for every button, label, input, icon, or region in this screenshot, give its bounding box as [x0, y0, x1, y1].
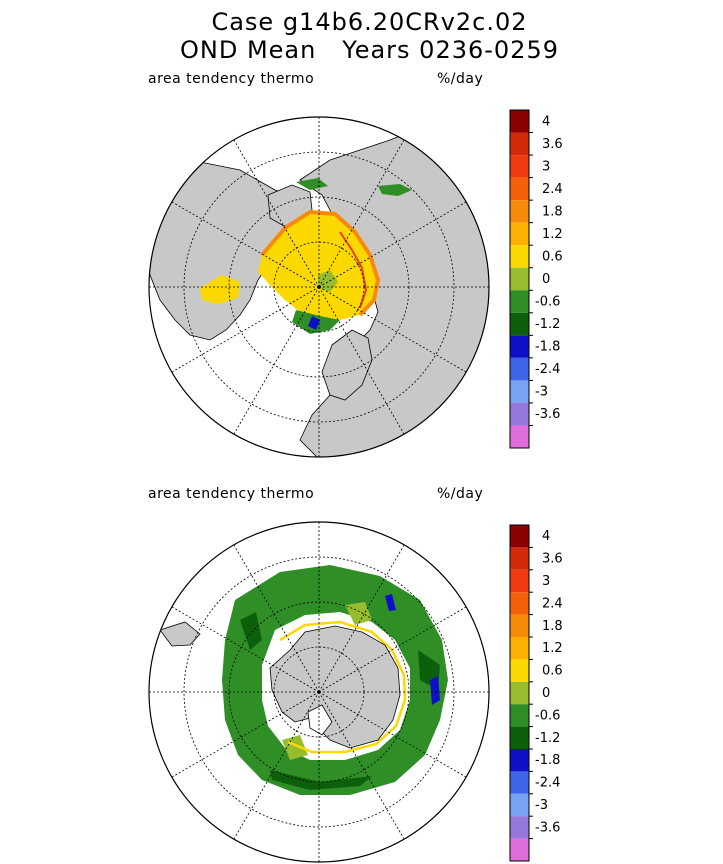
colorbar-south-tick-label: -3.6 [535, 820, 560, 835]
colorbar-north-tick-label: -1.2 [535, 317, 560, 332]
colorbar-south-swatch [510, 614, 529, 637]
south-polar-map [148, 521, 490, 863]
south-map-border [148, 521, 490, 863]
colorbar-north: 4 3.6 3 2.4 1.8 1.2 0.6 0 -0.6 -1.2 -1.8 -2.4 -3 -3.6 [509, 109, 563, 449]
colorbar-south-swatch [510, 592, 529, 615]
colorbar-north-tick-label: 0.6 [542, 249, 563, 264]
colorbar-north-swatch [510, 245, 529, 268]
north-field-positive-hudson [200, 275, 240, 304]
south-field-blue-2 [385, 594, 396, 611]
colorbar-north-tick-label: 3 [542, 159, 550, 174]
colorbar-north-swatch [510, 402, 529, 426]
colorbar-north-swatch [510, 200, 529, 223]
colorbar-south-swatch [510, 547, 529, 570]
north-polar-map [148, 116, 490, 458]
colorbar-south-tick-label: 4 [542, 529, 550, 544]
panel-south-units-label: %/day [437, 486, 484, 502]
colorbar-north-swatch [510, 425, 529, 448]
south-field-darkgreen-band-3 [270, 770, 372, 790]
colorbar-south-swatch [510, 838, 529, 861]
colorbar-south-swatch [510, 793, 529, 817]
colorbar-south-swatch [510, 771, 529, 794]
south-land-antarctica [269, 625, 401, 749]
colorbar-north-swatch [510, 222, 529, 246]
colorbar-south-tick-label: 0.6 [542, 664, 563, 679]
colorbar-south-tick-label: 3.6 [542, 552, 563, 567]
colorbar-south-tick-label: 1.8 [542, 619, 563, 634]
colorbar-north-tick-label: 2.4 [542, 182, 563, 197]
colorbar-north-tick-label: -1.8 [535, 340, 560, 355]
colorbar-south-swatch [510, 569, 529, 593]
colorbar-north-swatch [510, 267, 529, 291]
colorbar-north-swatch [510, 380, 529, 403]
north-field-positive-main [258, 212, 378, 320]
panel-north-variable-label: area tendency thermo [148, 71, 315, 87]
figure-title-period: OND Mean Years 0236-0259 [180, 36, 559, 64]
colorbar-south-swatch [510, 749, 529, 772]
colorbar-north-swatch [510, 290, 529, 313]
colorbar-south-swatch [510, 525, 529, 548]
colorbar-south-tick-label: 1.2 [542, 641, 563, 656]
colorbar-north-tick-label: 1.8 [542, 204, 563, 219]
colorbar-south-tick-label: -1.8 [535, 753, 560, 768]
north-field-green-chukchi [296, 178, 328, 190]
colorbar-south-swatch [510, 704, 529, 727]
colorbar-south-tick-label: -1.2 [535, 731, 560, 746]
north-field-red-edge [339, 231, 368, 309]
north-field-green-siberia [378, 184, 412, 196]
colorbar-south-swatch [510, 726, 529, 749]
south-ice-shelf [307, 704, 333, 736]
colorbar-north-tick-label: 4 [542, 114, 550, 129]
north-land-europe [321, 329, 373, 401]
colorbar-south-swatch [510, 816, 529, 839]
colorbar-north-swatch [510, 177, 529, 201]
colorbar-south-tick-label: -2.4 [535, 776, 560, 791]
colorbar-south: 4 3.6 3 2.4 1.8 1.2 0.6 0 -0.6 -1.2 -1.8 -2.4 -3 -3.6 [509, 524, 563, 862]
colorbar-south-tick-label: -3 [535, 798, 548, 813]
south-graticule [149, 522, 489, 862]
north-map-content [149, 117, 489, 457]
colorbar-north-swatch [510, 335, 529, 358]
colorbar-north-swatch [510, 155, 529, 178]
colorbar-north-swatch [510, 132, 529, 156]
north-field-orange-rim [260, 209, 381, 317]
colorbar-south-tick-label: 0 [542, 686, 550, 701]
colorbar-north-tick-label: -3.6 [535, 407, 560, 422]
panel-south-variable-label: area tendency thermo [148, 486, 315, 502]
colorbar-north-swatch [510, 357, 529, 381]
colorbar-north-swatch [510, 110, 529, 133]
colorbar-north-tick-label: 1.2 [542, 227, 563, 242]
south-land-south-america [159, 621, 201, 647]
south-map-content [149, 522, 489, 862]
colorbar-north-tick-label: -2.4 [535, 362, 560, 377]
colorbar-south-tick-label: 3 [542, 574, 550, 589]
colorbar-south-tick-label: 2.4 [542, 596, 563, 611]
north-graticule [149, 117, 489, 457]
colorbar-north-tick-label: 3.6 [542, 137, 563, 152]
figure-title-case: Case g14b6.20CRv2c.02 [211, 8, 528, 36]
colorbar-south-swatch [510, 681, 529, 705]
north-field-lightgreen-patch [318, 270, 338, 292]
south-field-darkgreen-band-1 [240, 612, 262, 650]
panel-north-units-label: %/day [437, 71, 484, 87]
south-field-blue-1 [430, 676, 440, 705]
colorbar-south-border [509, 524, 530, 862]
north-map-border [148, 116, 490, 458]
colorbar-north-swatch [510, 312, 529, 336]
colorbar-north-tick-label: -0.6 [535, 295, 560, 310]
south-field-yellow-rim [279, 620, 407, 754]
north-land-north-america [149, 159, 306, 341]
colorbar-south-tick-label: -0.6 [535, 708, 560, 723]
colorbar-south-swatch [510, 659, 529, 682]
colorbar-north-border [509, 109, 530, 449]
north-field-blue-spot [308, 316, 320, 330]
colorbar-north-tick-label: 0 [542, 272, 550, 287]
colorbar-north-tick-label: -3 [535, 385, 548, 400]
colorbar-south-swatch [510, 637, 529, 660]
